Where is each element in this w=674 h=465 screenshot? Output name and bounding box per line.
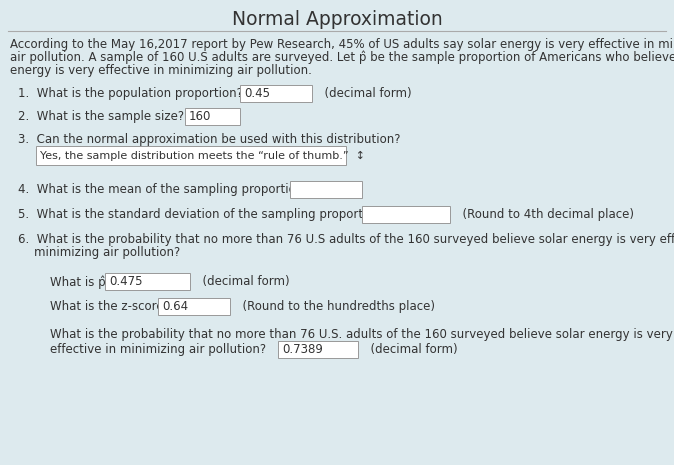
Text: effective in minimizing air pollution?: effective in minimizing air pollution?: [50, 343, 266, 356]
FancyBboxPatch shape: [362, 206, 450, 223]
Text: air pollution. A sample of 160 U.S adults are surveyed. Let p̂ be the sample pro: air pollution. A sample of 160 U.S adult…: [10, 51, 674, 65]
Text: 0.64: 0.64: [162, 300, 188, 313]
Text: (Round to 4th decimal place): (Round to 4th decimal place): [455, 208, 634, 221]
Text: 0.45: 0.45: [244, 87, 270, 100]
Text: 1.  What is the population proportion?: 1. What is the population proportion?: [18, 87, 243, 100]
Text: (Round to the hundredths place): (Round to the hundredths place): [235, 300, 435, 313]
Text: Normal Approximation: Normal Approximation: [232, 10, 442, 29]
Text: minimizing air pollution?: minimizing air pollution?: [34, 246, 180, 259]
Text: According to the May 16,2017 report by Pew Research, 45% of US adults say solar : According to the May 16,2017 report by P…: [10, 38, 674, 51]
Text: energy is very effective in minimizing air pollution.: energy is very effective in minimizing a…: [10, 64, 312, 77]
Text: Yes, the sample distribution meets the “rule of thumb.”  ↕: Yes, the sample distribution meets the “…: [40, 151, 365, 160]
Text: 4.  What is the mean of the sampling proportion?: 4. What is the mean of the sampling prop…: [18, 183, 309, 196]
Text: 0.475: 0.475: [109, 275, 142, 288]
Text: 2.  What is the sample size?: 2. What is the sample size?: [18, 110, 184, 123]
Text: (decimal form): (decimal form): [195, 275, 290, 288]
Text: 5.  What is the standard deviation of the sampling proportion?: 5. What is the standard deviation of the…: [18, 208, 388, 221]
Text: (decimal form): (decimal form): [363, 343, 458, 356]
Text: 0.7389: 0.7389: [282, 343, 323, 356]
FancyBboxPatch shape: [185, 108, 240, 125]
Text: What is the probability that no more than 76 U.S. adults of the 160 surveyed bel: What is the probability that no more tha…: [50, 328, 673, 341]
FancyBboxPatch shape: [278, 341, 358, 358]
Text: What is the z-score?: What is the z-score?: [50, 300, 170, 313]
FancyBboxPatch shape: [290, 181, 362, 198]
Text: 160: 160: [189, 110, 212, 123]
FancyBboxPatch shape: [105, 273, 190, 290]
Text: (decimal form): (decimal form): [317, 87, 412, 100]
FancyBboxPatch shape: [36, 146, 346, 165]
FancyBboxPatch shape: [240, 85, 312, 102]
Text: 3.  Can the normal approximation be used with this distribution?: 3. Can the normal approximation be used …: [18, 133, 400, 146]
FancyBboxPatch shape: [158, 298, 230, 315]
Text: 6.  What is the probability that no more than 76 U.S adults of the 160 surveyed : 6. What is the probability that no more …: [18, 233, 674, 246]
Text: What is p̂?: What is p̂?: [50, 275, 112, 288]
